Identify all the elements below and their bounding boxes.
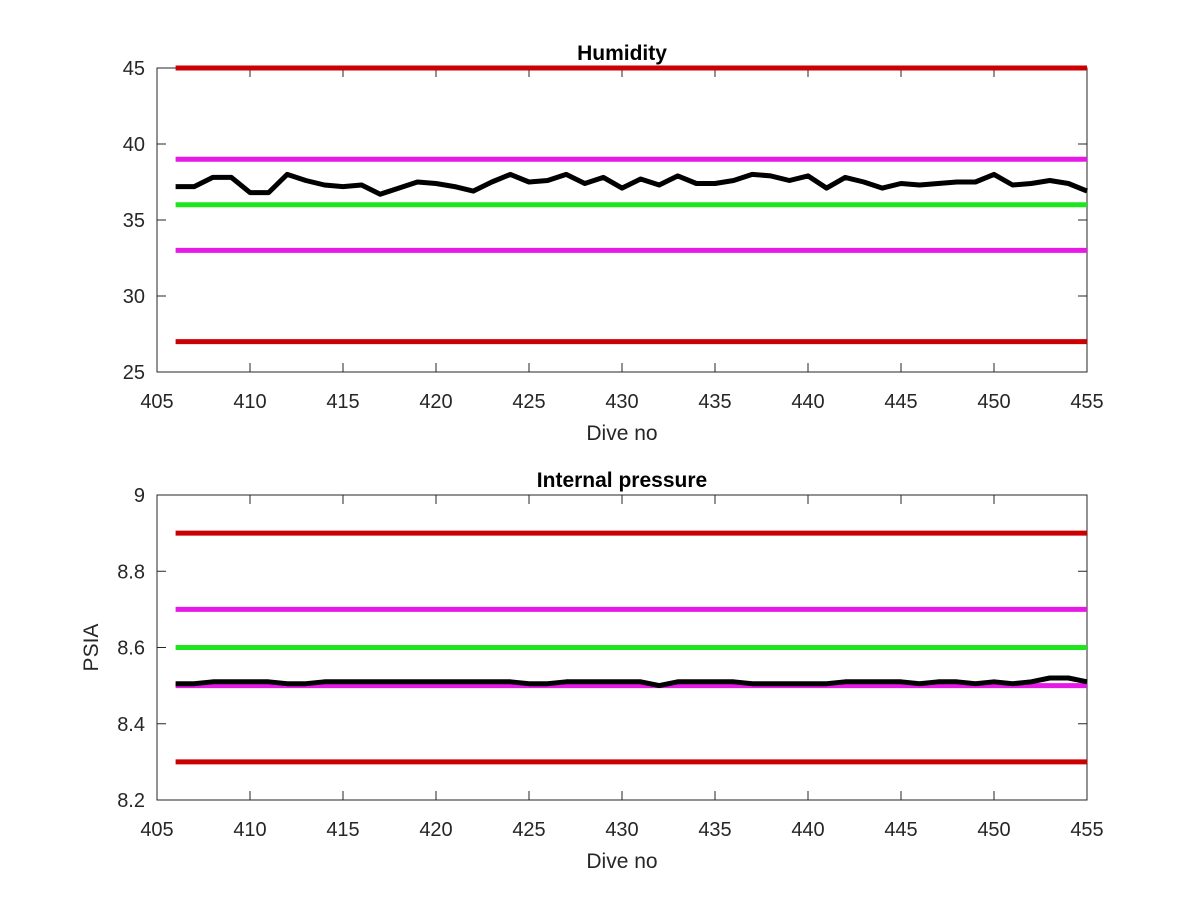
y-axis-label: PSIA <box>80 624 103 672</box>
x-tick-label: 405 <box>140 391 173 413</box>
x-tick-label: 450 <box>977 819 1010 841</box>
x-tick-label: 415 <box>326 819 359 841</box>
x-tick-label: 430 <box>605 391 638 413</box>
x-tick-label: 415 <box>326 391 359 413</box>
y-tick-label: 25 <box>123 362 145 384</box>
chart-2: 405 410 415 420 425 430 435 440 445 450 455 8.2 8.4 8… <box>80 469 1104 873</box>
y-tick-label: 40 <box>123 134 145 156</box>
x-tick-label: 420 <box>419 391 452 413</box>
x-tick-label: 445 <box>884 391 917 413</box>
series-line <box>175 171 1088 197</box>
y-tick-label: 9 <box>134 485 145 507</box>
plot-area <box>156 67 1088 373</box>
x-tick-label: 450 <box>977 391 1010 413</box>
y-tick-label: 30 <box>123 286 145 308</box>
chart-1: 405 410 415 420 425 430 435 440 445 450 455 25 30 35 4… <box>123 42 1104 445</box>
x-tick-label: 440 <box>791 391 824 413</box>
x-axis-label: Dive no <box>586 422 657 445</box>
x-tick-label: 420 <box>419 819 452 841</box>
chart-title: Internal pressure <box>537 469 707 492</box>
x-tick-label: 405 <box>140 819 173 841</box>
x-tick-label: 435 <box>698 819 731 841</box>
y-tick-label: 8.6 <box>117 638 145 660</box>
x-tick-label: 440 <box>791 819 824 841</box>
x-axis-label: Dive no <box>586 850 657 873</box>
y-tick-label: 8.8 <box>117 561 145 583</box>
chart-title: Humidity <box>577 42 667 65</box>
y-tick-label: 8.4 <box>117 714 145 736</box>
x-tick-label: 425 <box>512 819 545 841</box>
x-tick-label: 430 <box>605 819 638 841</box>
x-tick-label: 455 <box>1070 819 1103 841</box>
x-tick-label: 410 <box>233 391 266 413</box>
y-tick-label: 35 <box>123 210 145 232</box>
y-tick-label: 45 <box>123 58 145 80</box>
x-tick-label: 435 <box>698 391 731 413</box>
x-tick-label: 455 <box>1070 391 1103 413</box>
series-line <box>175 675 1088 689</box>
y-tick-label: 8.2 <box>117 790 145 812</box>
x-tick-label: 445 <box>884 819 917 841</box>
x-tick-label: 410 <box>233 819 266 841</box>
x-tick-label: 425 <box>512 391 545 413</box>
